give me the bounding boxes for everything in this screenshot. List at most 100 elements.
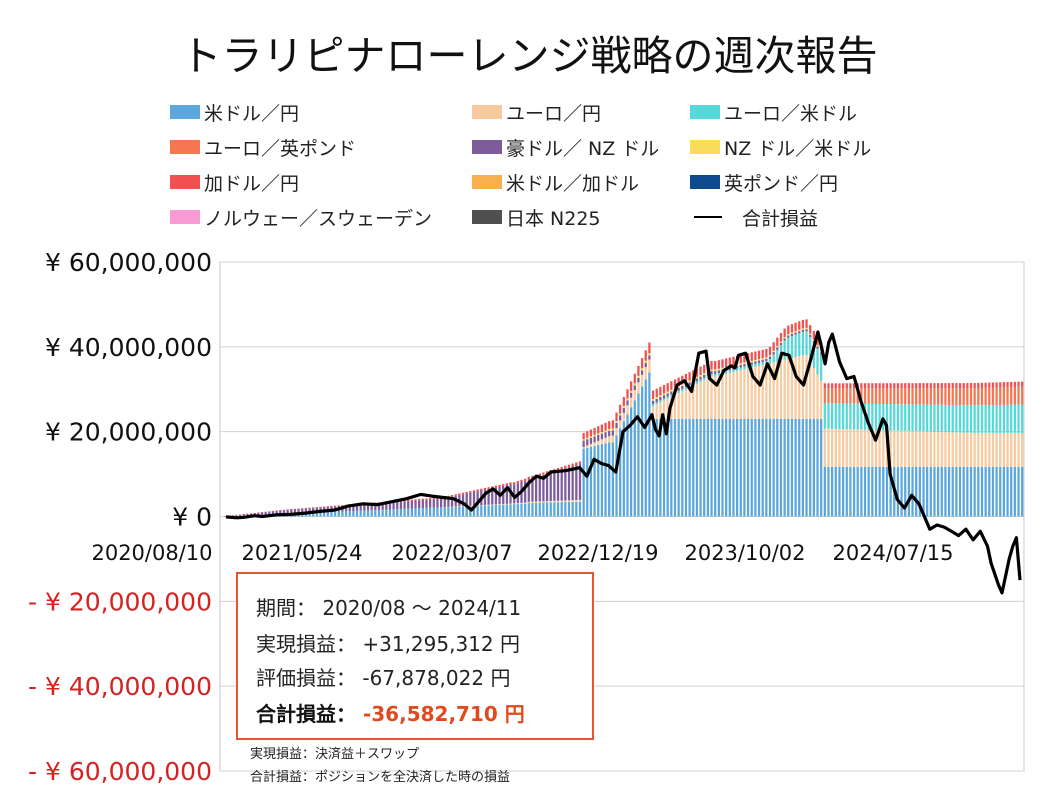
bar-segment — [458, 493, 461, 496]
bar-segment — [834, 466, 837, 517]
bar-segment — [856, 429, 859, 467]
bar-segment — [725, 358, 728, 367]
bar-segment — [282, 509, 286, 511]
bar-segment — [1021, 432, 1024, 467]
bar-segment — [915, 383, 918, 389]
bar-segment — [801, 319, 805, 329]
bar-segment — [863, 429, 867, 467]
bar-segment — [472, 505, 476, 517]
bar-segment — [743, 354, 746, 363]
bar-segment — [355, 510, 359, 517]
bar-segment — [951, 383, 954, 389]
bar-segment — [381, 502, 384, 510]
bar-segment — [312, 507, 315, 508]
bar-segment — [878, 466, 881, 517]
bar-segment — [648, 353, 651, 356]
bar-segment — [995, 387, 998, 405]
bar-segment — [600, 439, 604, 445]
bar-segment — [633, 400, 636, 517]
bar-segment — [461, 506, 465, 517]
bar-segment — [860, 388, 863, 404]
bar-segment — [761, 362, 764, 366]
bar-segment — [651, 418, 655, 517]
bar-segment — [571, 501, 574, 517]
bar-segment — [940, 432, 943, 467]
bar-segment — [757, 365, 761, 419]
bar-segment — [538, 473, 541, 476]
bar-segment — [871, 403, 874, 431]
bar-segment — [644, 362, 647, 368]
bar-segment — [816, 348, 819, 375]
bar-segment — [458, 506, 461, 517]
bar-segment — [725, 373, 728, 419]
bar-segment — [823, 466, 826, 517]
bar-segment — [246, 513, 249, 516]
bar-segment — [279, 510, 282, 515]
bar-segment — [728, 367, 731, 371]
legend-label: 米ドル／加ドル — [506, 172, 640, 195]
bar-segment — [520, 503, 523, 517]
bar-segment — [834, 383, 837, 389]
bar-segment — [494, 505, 498, 517]
bar-segment — [549, 472, 552, 502]
bar-segment — [505, 503, 509, 505]
bar-segment — [235, 514, 238, 516]
bar-segment — [783, 340, 786, 360]
bar-segment — [476, 489, 479, 492]
bar-segment — [542, 474, 545, 502]
bar-segment — [801, 355, 805, 419]
bar-segment — [980, 405, 984, 433]
bar-segment — [681, 384, 684, 386]
bar-segment — [553, 471, 556, 501]
bar-segment — [619, 415, 622, 421]
bar-segment — [582, 439, 585, 441]
bar-segment — [513, 503, 516, 505]
x-tick-label: 2022/12/19 — [537, 541, 658, 565]
bar-segment — [290, 509, 293, 514]
bar-segment — [739, 367, 742, 371]
bar-segment — [494, 485, 498, 488]
bar-segment — [640, 358, 644, 369]
bar-segment — [717, 370, 720, 374]
bar-segment — [918, 431, 921, 467]
bar-segment — [757, 359, 761, 361]
legend-label: ユーロ／英ポンド — [204, 137, 357, 160]
bar-segment — [505, 483, 509, 486]
bar-segment — [604, 432, 607, 438]
bar-segment — [308, 508, 311, 513]
bar-segment — [622, 405, 625, 408]
bar-segment — [988, 405, 991, 433]
bar-segment — [947, 404, 951, 433]
bar-segment — [524, 478, 527, 481]
bar-segment — [703, 373, 706, 375]
bar-segment — [677, 387, 680, 391]
bar-segment — [337, 505, 340, 507]
bar-segment — [531, 477, 534, 502]
bar-segment — [746, 368, 750, 419]
bar-segment — [363, 504, 366, 511]
bar-segment — [940, 388, 943, 405]
bar-segment — [374, 503, 377, 511]
bar-segment — [944, 432, 947, 467]
legend-swatch — [472, 140, 502, 154]
bar-segment — [717, 418, 720, 517]
bar-segment — [604, 430, 607, 433]
bar-segment — [341, 505, 344, 506]
y-tick-label: - ¥ 40,000,000 — [28, 672, 212, 701]
bar-segment — [798, 329, 801, 332]
bar-segment — [450, 495, 454, 497]
bar-segment — [297, 508, 300, 514]
bar-segment — [915, 466, 918, 517]
bar-segment — [907, 404, 911, 432]
bar-segment — [359, 504, 362, 511]
bar-segment — [754, 359, 757, 362]
bar-segment — [761, 418, 764, 517]
bar-segment — [750, 367, 753, 419]
bar-segment — [849, 403, 852, 430]
bar-segment — [293, 508, 297, 510]
bar-segment — [538, 475, 541, 502]
bar-segment — [688, 382, 691, 386]
bar-segment — [450, 496, 454, 507]
bar-segment — [651, 404, 655, 407]
bar-segment — [567, 464, 571, 468]
